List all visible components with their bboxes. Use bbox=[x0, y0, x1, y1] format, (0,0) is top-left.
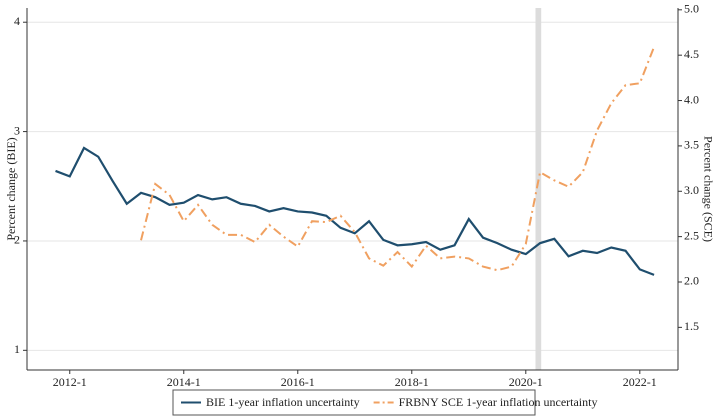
y2-tick-label: 1.5 bbox=[684, 319, 699, 333]
y-tick-label: 2 bbox=[14, 233, 20, 247]
x-tick-label: 2022-1 bbox=[623, 375, 657, 389]
y2-tick-label: 4.0 bbox=[684, 92, 699, 106]
series-line bbox=[55, 146, 655, 276]
x-tick-label: 2014-1 bbox=[167, 375, 201, 389]
y2-axis-label: Percent change (SCE) bbox=[701, 136, 715, 242]
y2-tick-label: 2.5 bbox=[684, 228, 699, 242]
x-tick-label: 2012-1 bbox=[53, 375, 87, 389]
x-tick-label: 2018-1 bbox=[395, 375, 429, 389]
legend-box bbox=[172, 389, 536, 416]
legend-label: FRBNY SCE 1-year inflation uncertainty bbox=[399, 395, 598, 409]
y-tick-label: 4 bbox=[14, 14, 20, 28]
x-tick-label: 2016-1 bbox=[281, 375, 315, 389]
y2-tick-label: 3.0 bbox=[684, 183, 699, 197]
shaded-period bbox=[535, 8, 542, 370]
y-tick-label: 3 bbox=[14, 123, 20, 137]
y2-tick-label: 5.0 bbox=[684, 2, 699, 16]
y2-tick-label: 4.5 bbox=[684, 47, 699, 61]
y-axis-label: Percent change (BIE) bbox=[4, 137, 18, 240]
series-line bbox=[140, 46, 655, 272]
legend-label: BIE 1-year inflation uncertainty bbox=[206, 395, 360, 409]
y2-tick-label: 3.5 bbox=[684, 138, 699, 152]
y2-tick-label: 2.0 bbox=[684, 274, 699, 288]
x-tick-label: 2020-1 bbox=[509, 375, 543, 389]
y-tick-label: 1 bbox=[14, 342, 20, 356]
